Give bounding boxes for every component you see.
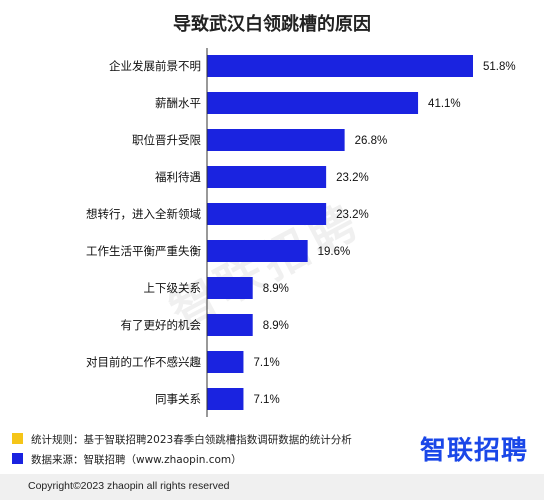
data-source-text: 数据来源：智联招聘（www.zhaopin.com） — [31, 454, 242, 466]
value-label: 23.2% — [336, 209, 369, 221]
zhaopin-logo: 智联招聘 — [419, 436, 528, 466]
value-label: 8.9% — [263, 283, 289, 295]
category-label: 同事关系 — [155, 392, 201, 406]
value-label: 7.1% — [253, 357, 279, 369]
value-label: 41.1% — [428, 98, 461, 110]
value-label: 26.8% — [355, 135, 388, 147]
bar-chart: 企业发展前景不明 51.8% 薪酬水平 41.1% 职位晋升受限 26.8% 福利待遇 23.… — [86, 48, 516, 417]
yellow-square-icon — [12, 433, 23, 444]
category-label: 企业发展前景不明 — [109, 59, 201, 73]
stat-rule-text: 统计规则：基于智联招聘2023春季白领跳槽指数调研数据的统计分析 — [31, 434, 352, 446]
bar — [207, 314, 253, 336]
bar — [207, 55, 473, 77]
bar — [207, 166, 327, 188]
copyright-text: Copyright©2023 zhaopin all rights reserv… — [28, 480, 230, 492]
category-label: 福利待遇 — [155, 170, 201, 184]
value-label: 8.9% — [263, 320, 289, 332]
category-label: 上下级关系 — [144, 281, 202, 295]
value-label: 7.1% — [253, 394, 279, 406]
footer: Copyright©2023 zhaopin all rights reserv… — [0, 474, 544, 500]
category-label: 职位晋升受限 — [132, 133, 201, 147]
stat-rule-note: 统计规则：基于智联招聘2023春季白领跳槽指数调研数据的统计分析 — [12, 432, 352, 447]
value-label: 51.8% — [483, 61, 516, 73]
bar — [207, 129, 345, 151]
bar — [207, 388, 244, 410]
bar — [207, 92, 419, 114]
value-label: 23.2% — [336, 172, 369, 184]
bar — [207, 240, 308, 262]
bar — [207, 277, 253, 299]
category-label: 工作生活平衡严重失衡 — [86, 244, 201, 258]
chart-title: 导致武汉白领跳槽的原因 — [173, 14, 371, 35]
category-label: 薪酬水平 — [155, 96, 201, 110]
data-source-note: 数据来源：智联招聘（www.zhaopin.com） — [12, 452, 242, 467]
category-label: 对目前的工作不感兴趣 — [86, 355, 201, 369]
category-label: 想转行，进入全新领域 — [86, 207, 201, 221]
value-label: 19.6% — [318, 246, 351, 258]
bar — [207, 351, 244, 373]
blue-square-icon — [12, 453, 23, 464]
category-label: 有了更好的机会 — [121, 318, 202, 332]
bar — [207, 203, 327, 225]
